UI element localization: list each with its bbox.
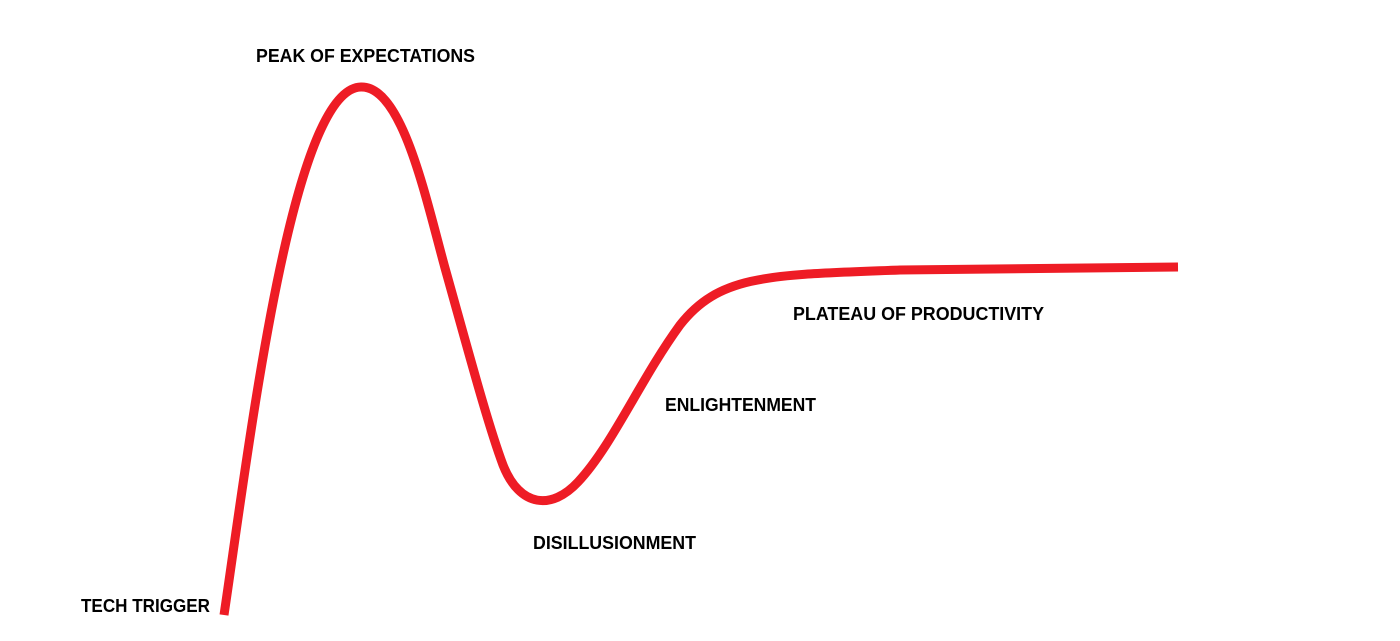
label-plateau-of-productivity: PLATEAU OF PRODUCTIVITY [793, 304, 1044, 324]
label-peak-of-expectations: PEAK OF EXPECTATIONS [256, 46, 475, 66]
label-disillusionment: DISILLUSIONMENT [533, 533, 696, 553]
label-tech-trigger: TECH TRIGGER [81, 596, 210, 616]
label-enlightenment: ENLIGHTENMENT [665, 395, 816, 415]
hype-curve [219, 82, 1179, 616]
